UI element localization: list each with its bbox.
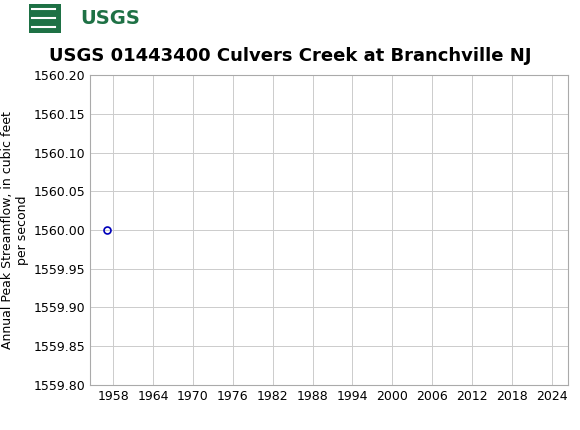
Bar [23, 3, 151, 34]
Bar [29, 3, 61, 33]
Text: USGS: USGS [80, 9, 140, 28]
Text: USGS 01443400 Culvers Creek at Branchville NJ: USGS 01443400 Culvers Creek at Branchvil… [49, 47, 531, 65]
Y-axis label: Annual Peak Streamflow, in cubic feet
per second: Annual Peak Streamflow, in cubic feet pe… [1, 111, 29, 349]
